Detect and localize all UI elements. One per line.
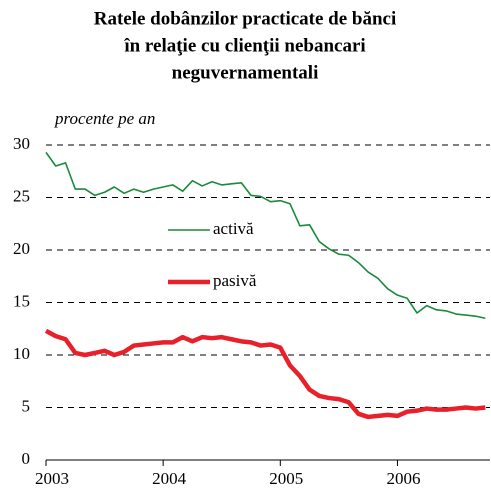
series-line [44, 328, 486, 420]
x-tick-label: 2004 [152, 469, 187, 488]
legend-label: pasivă [213, 271, 257, 290]
y-tick-label: 30 [13, 134, 30, 153]
y-tick-label: 25 [13, 186, 30, 205]
x-tick-label: 2003 [35, 469, 69, 488]
y-tick-label: 15 [13, 291, 30, 310]
chart-title: Ratele dobânzilor practicate de bănci [94, 8, 397, 29]
legend-label: activă [213, 219, 254, 238]
chart-title: în relaţie cu clienţii nebancari [123, 35, 365, 56]
y-tick-label: 0 [22, 449, 31, 468]
x-tick-label: 2005 [269, 469, 303, 488]
y-tick-label: 20 [13, 239, 30, 258]
chart-title: neguvernamentali [172, 62, 319, 83]
y-axis-label: procente pe an [54, 109, 155, 128]
x-tick-label: 2006 [386, 469, 420, 488]
y-tick-label: 10 [13, 344, 30, 363]
series-line [45, 151, 486, 320]
y-tick-label: 5 [22, 396, 31, 415]
